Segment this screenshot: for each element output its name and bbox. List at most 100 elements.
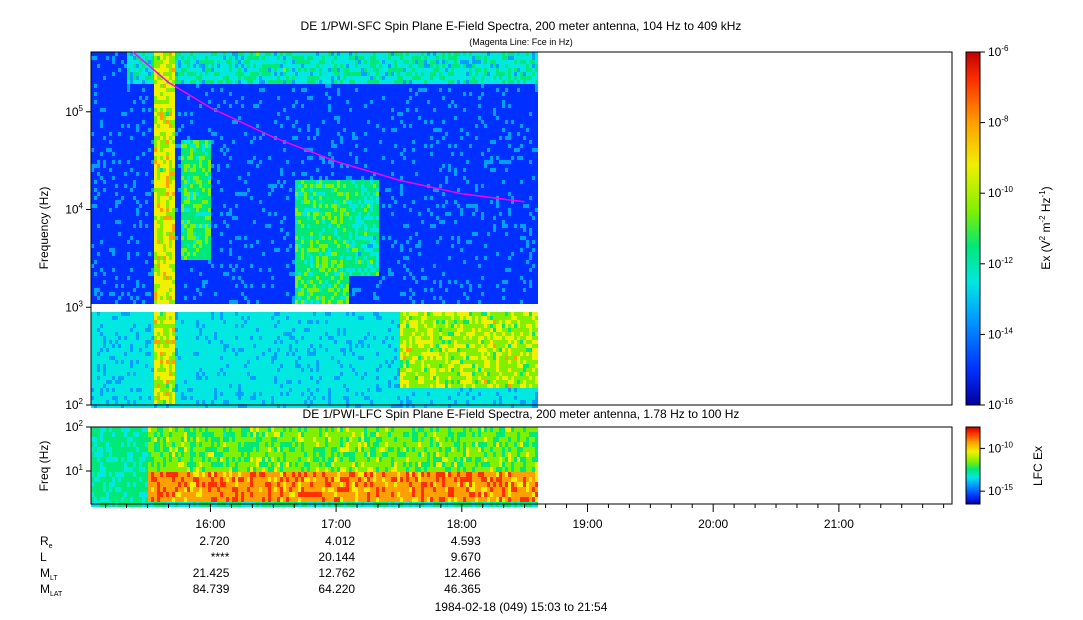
spectrogram-cell bbox=[118, 244, 121, 248]
spectrogram-cell bbox=[190, 80, 193, 84]
spectrogram-cell bbox=[256, 184, 259, 188]
spectrogram-cell bbox=[163, 300, 166, 304]
spectrogram-cell bbox=[187, 120, 190, 124]
spectrogram-cell bbox=[262, 68, 265, 72]
spectrogram-cell bbox=[169, 68, 172, 72]
spectrogram-cell bbox=[163, 148, 166, 152]
spectrogram-cell bbox=[229, 168, 232, 172]
spectrogram-cell bbox=[235, 312, 238, 316]
spectrogram-cell bbox=[103, 352, 106, 356]
spectrogram-cell bbox=[259, 276, 262, 280]
spectrogram-cell bbox=[151, 208, 154, 212]
spectrogram-cell bbox=[223, 256, 226, 260]
spectrogram-cell bbox=[199, 80, 202, 84]
spectrogram-cell bbox=[199, 172, 202, 176]
spectrogram-cell bbox=[166, 204, 169, 208]
spectrogram-cell bbox=[151, 400, 154, 404]
spectrogram-cell bbox=[157, 280, 160, 284]
spectrogram-cell bbox=[172, 208, 175, 212]
spectrogram-cell bbox=[208, 64, 211, 68]
spectrogram-cell bbox=[169, 76, 172, 80]
spectrogram-cell bbox=[244, 296, 247, 300]
spectrogram-cell bbox=[112, 284, 115, 288]
spectrogram-cell bbox=[187, 260, 190, 264]
spectrogram-cell bbox=[226, 376, 229, 380]
spectrogram-cell bbox=[100, 52, 103, 56]
spectrogram-cell bbox=[160, 68, 163, 72]
spectrogram-cell bbox=[148, 148, 151, 152]
spectrogram-cell bbox=[169, 124, 172, 128]
spectrogram-cell bbox=[121, 292, 124, 296]
spectrogram-cell bbox=[97, 352, 100, 356]
spectrogram-cell bbox=[127, 60, 130, 64]
spectrogram-cell bbox=[217, 392, 220, 396]
spectrogram-cell bbox=[256, 88, 259, 92]
spectrogram-cell bbox=[139, 140, 142, 144]
spectrogram-cell bbox=[175, 388, 178, 392]
spectrogram-cell bbox=[124, 168, 127, 172]
spectrogram-cell bbox=[178, 172, 181, 176]
spectrogram-cell bbox=[163, 384, 166, 388]
spectrogram-cell bbox=[142, 68, 145, 72]
spectrogram-cell bbox=[256, 64, 259, 68]
spectrogram-cell bbox=[100, 204, 103, 208]
spectrogram-cell bbox=[109, 220, 112, 224]
spectrogram-cell bbox=[148, 176, 151, 180]
spectrogram-cell bbox=[100, 124, 103, 128]
spectrogram-cell bbox=[115, 228, 118, 232]
spectrogram-cell bbox=[253, 324, 256, 328]
spectrogram-cell bbox=[205, 232, 208, 236]
spectrogram-cell bbox=[250, 64, 253, 68]
spectrogram-cell bbox=[145, 160, 148, 164]
spectrogram-cell bbox=[172, 236, 175, 240]
spectrogram-cell bbox=[187, 404, 190, 408]
spectrogram-cell bbox=[196, 212, 199, 216]
spectrogram-cell bbox=[136, 272, 139, 276]
spectrogram-cell bbox=[115, 140, 118, 144]
spectrogram-cell bbox=[106, 156, 109, 160]
spectrogram-cell bbox=[157, 296, 160, 300]
spectrogram-cell bbox=[178, 116, 181, 120]
spectrogram-cell bbox=[235, 328, 238, 332]
spectrogram-cell bbox=[124, 196, 127, 200]
spectrogram-cell bbox=[97, 388, 100, 392]
spectrogram-cell bbox=[193, 396, 196, 400]
spectrogram-cell bbox=[232, 88, 235, 92]
spectrogram-cell bbox=[91, 364, 94, 368]
spectrogram-cell bbox=[217, 68, 220, 72]
spectrogram-cell bbox=[247, 184, 250, 188]
spectrogram-cell bbox=[238, 52, 241, 56]
spectrogram-cell bbox=[247, 200, 250, 204]
spectrogram-cell bbox=[226, 396, 229, 400]
spectrogram-cell bbox=[100, 60, 103, 64]
spectrogram-cell bbox=[163, 228, 166, 232]
spectrogram-cell bbox=[208, 168, 211, 172]
spectrogram-cell bbox=[205, 320, 208, 324]
spectrogram-cell bbox=[199, 236, 202, 240]
spectrogram-cell bbox=[205, 316, 208, 320]
spectrogram-cell bbox=[187, 164, 190, 168]
spectrogram-cell bbox=[250, 104, 253, 108]
spectrogram-cell bbox=[238, 336, 241, 340]
spectrogram-cell bbox=[184, 56, 187, 60]
spectrogram-cell bbox=[130, 264, 133, 268]
spectrogram-cell bbox=[181, 204, 184, 208]
spectrogram-cell bbox=[259, 104, 262, 108]
spectrogram-cell bbox=[235, 340, 238, 344]
spectrogram-cell bbox=[235, 316, 238, 320]
spectrogram-cell bbox=[235, 128, 238, 132]
spectrogram-cell bbox=[118, 392, 121, 396]
spectrogram-cell bbox=[214, 156, 217, 160]
spectrogram-cell bbox=[193, 220, 196, 224]
spectrogram-cell bbox=[97, 104, 100, 108]
spectrogram-cell bbox=[262, 56, 265, 60]
spectrogram-cell bbox=[226, 156, 229, 160]
spectrogram-cell bbox=[121, 288, 124, 292]
spectrogram-cell bbox=[214, 184, 217, 188]
spectrogram-cell bbox=[256, 392, 259, 396]
spectrogram-cell bbox=[160, 284, 163, 288]
spectrogram-cell bbox=[115, 112, 118, 116]
spectrogram-cell bbox=[244, 124, 247, 128]
spectrogram-cell bbox=[217, 292, 220, 296]
spectrogram-cell bbox=[241, 368, 244, 372]
